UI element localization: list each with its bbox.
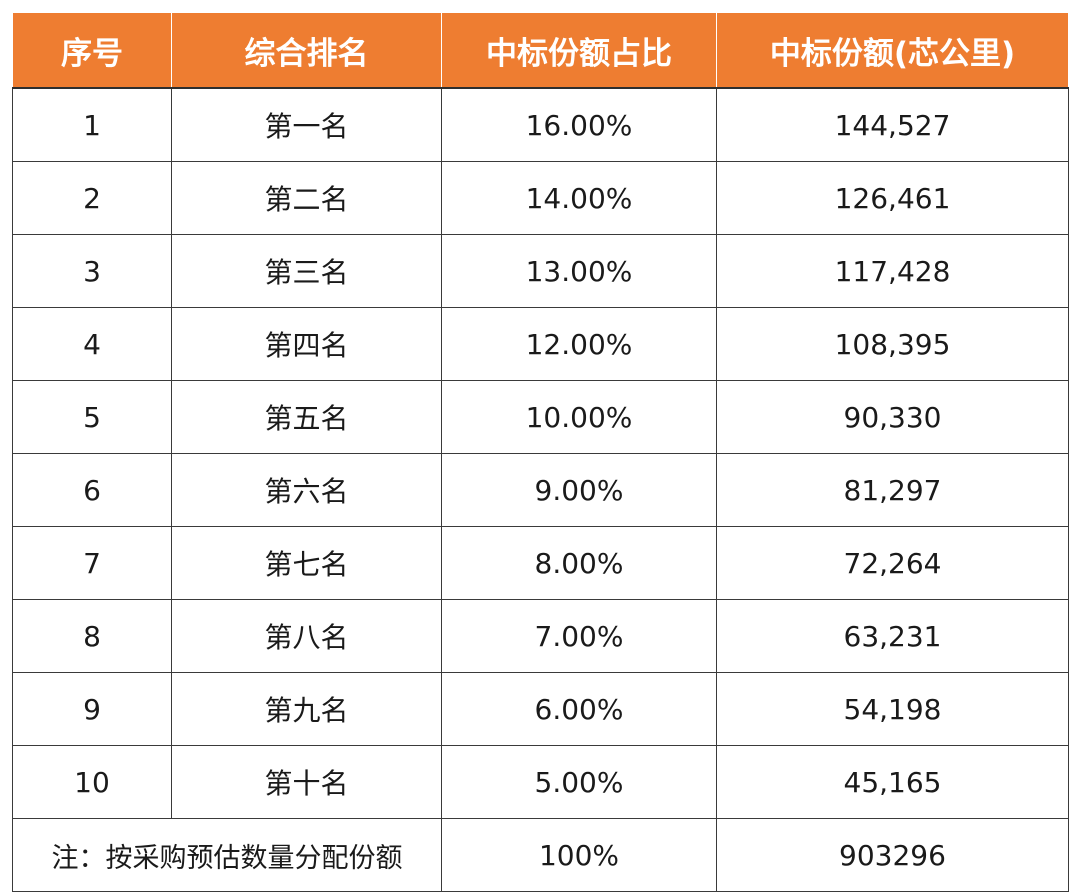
cell-share-amount: 45,165: [716, 745, 1069, 819]
cell-share-amount: 63,231: [716, 599, 1069, 673]
cell-share-amount: 117,428: [716, 234, 1069, 308]
table-row: 3 第三名 13.00% 117,428: [12, 234, 1069, 308]
header-row: 序号 综合排名 中标份额占比 中标份额(芯公里): [12, 12, 1069, 89]
table-row: 10 第十名 5.00% 45,165: [12, 745, 1069, 819]
table-row: 9 第九名 6.00% 54,198: [12, 672, 1069, 746]
table-row: 7 第七名 8.00% 72,264: [12, 526, 1069, 600]
cell-share-amount: 108,395: [716, 307, 1069, 381]
table-header: 序号 综合排名 中标份额占比 中标份额(芯公里): [12, 12, 1069, 89]
cell-index: 3: [12, 234, 172, 308]
header-share-amount: 中标份额(芯公里): [716, 12, 1069, 89]
cell-index: 1: [12, 87, 172, 162]
cell-rank: 第七名: [171, 526, 442, 600]
cell-share-amount: 90,330: [716, 380, 1069, 454]
cell-rank: 第五名: [171, 380, 442, 454]
table-row: 2 第二名 14.00% 126,461: [12, 161, 1069, 235]
cell-index: 10: [12, 745, 172, 819]
table-body: 1 第一名 16.00% 144,527 2 第二名 14.00% 126,46…: [12, 87, 1069, 892]
cell-share-percent: 14.00%: [441, 161, 717, 235]
cell-rank: 第四名: [171, 307, 442, 381]
cell-index: 7: [12, 526, 172, 600]
cell-share-percent: 12.00%: [441, 307, 717, 381]
header-share-percent: 中标份额占比: [441, 12, 717, 89]
cell-rank: 第八名: [171, 599, 442, 673]
cell-rank: 第六名: [171, 453, 442, 527]
cell-share-percent: 10.00%: [441, 380, 717, 454]
cell-share-amount: 72,264: [716, 526, 1069, 600]
cell-index: 6: [12, 453, 172, 527]
total-share-amount: 903296: [716, 818, 1069, 892]
cell-index: 5: [12, 380, 172, 454]
bid-share-table: 序号 综合排名 中标份额占比 中标份额(芯公里) 1 第一名 16.00% 14…: [12, 12, 1069, 892]
cell-index: 2: [12, 161, 172, 235]
cell-rank: 第三名: [171, 234, 442, 308]
table-row: 6 第六名 9.00% 81,297: [12, 453, 1069, 527]
cell-share-amount: 81,297: [716, 453, 1069, 527]
header-rank: 综合排名: [171, 12, 442, 89]
summary-row: 注：按采购预估数量分配份额 100% 903296: [12, 818, 1069, 892]
cell-rank: 第二名: [171, 161, 442, 235]
table-row: 4 第四名 12.00% 108,395: [12, 307, 1069, 381]
cell-rank: 第一名: [171, 87, 442, 162]
cell-share-percent: 6.00%: [441, 672, 717, 746]
cell-index: 9: [12, 672, 172, 746]
header-index: 序号: [12, 12, 172, 89]
cell-share-percent: 5.00%: [441, 745, 717, 819]
footnote-cell: 注：按采购预估数量分配份额: [12, 818, 442, 892]
cell-share-amount: 126,461: [716, 161, 1069, 235]
table-row: 1 第一名 16.00% 144,527: [12, 87, 1069, 162]
cell-index: 8: [12, 599, 172, 673]
cell-index: 4: [12, 307, 172, 381]
cell-rank: 第十名: [171, 745, 442, 819]
table-row: 8 第八名 7.00% 63,231: [12, 599, 1069, 673]
cell-share-percent: 9.00%: [441, 453, 717, 527]
cell-rank: 第九名: [171, 672, 442, 746]
cell-share-percent: 8.00%: [441, 526, 717, 600]
table-row: 5 第五名 10.00% 90,330: [12, 380, 1069, 454]
cell-share-amount: 144,527: [716, 87, 1069, 162]
cell-share-percent: 16.00%: [441, 87, 717, 162]
cell-share-percent: 13.00%: [441, 234, 717, 308]
cell-share-amount: 54,198: [716, 672, 1069, 746]
cell-share-percent: 7.00%: [441, 599, 717, 673]
total-share-percent: 100%: [441, 818, 717, 892]
